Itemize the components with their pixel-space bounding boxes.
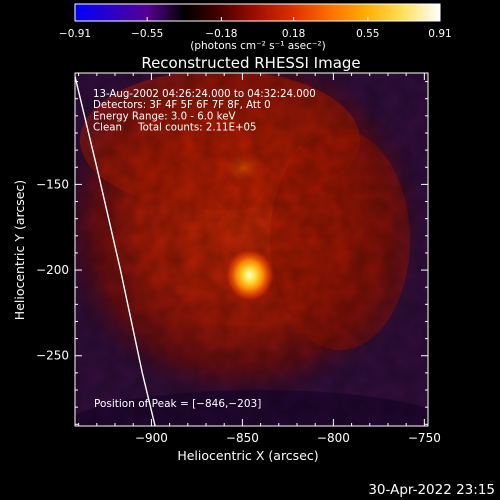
colorbar-unit-label: (photons cm⁻² s⁻¹ asec⁻²) [190, 40, 325, 52]
annotation-line: Clean Total counts: 2.11E+05 [93, 123, 256, 134]
plot-area [75, 73, 428, 426]
annotation-line: Energy Range: 3.0 - 6.0 keV [93, 111, 235, 122]
x-axis-ticks: −900 −850 −800 −750 [78, 73, 441, 445]
solar-limb [75, 76, 156, 426]
chart-title: Reconstructed RHESSI Image [141, 54, 360, 72]
plot-frame [74, 72, 429, 427]
x-axis-label: Heliocentric X (arcsec) [177, 448, 318, 463]
y-axis-ticks: −150 −200 −250 [36, 81, 428, 425]
annotation-line: Detectors: 3F 4F 5F 6F 7F 8F, Att 0 [93, 100, 271, 111]
colorbar-tick-label: −0.18 [205, 28, 237, 40]
peak-source [225, 249, 274, 302]
colorbar [74, 3, 441, 22]
colorbar-tick-label: 0.91 [428, 28, 451, 40]
annotations: 13-Aug-2002 04:26:24.000 to 04:32:24.000… [93, 89, 316, 134]
colorbar-tick-label: 0.18 [282, 28, 305, 40]
peak-position-label: Position of Peak = [−846,−203] [94, 398, 261, 410]
y-axis-label: Heliocentric Y (arcsec) [12, 180, 27, 320]
footer-timestamp: 30-Apr-2022 23:15 [368, 482, 495, 498]
colorbar-tick-label: −0.91 [59, 28, 91, 40]
x-tick-label: −850 [226, 431, 259, 445]
x-tick-label: −900 [135, 431, 168, 445]
y-tick-label: −200 [36, 263, 69, 277]
x-tick-label: −800 [317, 431, 350, 445]
y-tick-label: −150 [36, 177, 69, 191]
colorbar-tick-label: 0.55 [356, 28, 379, 40]
annotation-line: 13-Aug-2002 04:26:24.000 to 04:32:24.000 [93, 89, 316, 100]
x-tick-label: −750 [408, 431, 441, 445]
colorbar-ticks: −0.91 −0.55 −0.18 0.18 0.55 0.91 [59, 17, 452, 40]
colorbar-tick-label: −0.55 [131, 28, 163, 40]
y-tick-label: −250 [36, 349, 69, 363]
